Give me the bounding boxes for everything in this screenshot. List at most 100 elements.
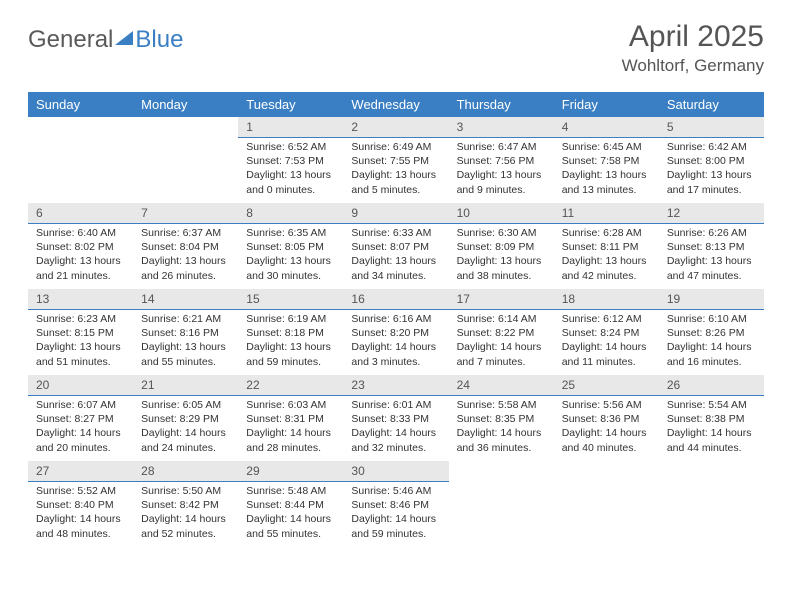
day-body: Sunrise: 6:26 AMSunset: 8:13 PMDaylight:… <box>659 224 764 287</box>
day-body: Sunrise: 5:56 AMSunset: 8:36 PMDaylight:… <box>554 396 659 459</box>
day-number: 14 <box>133 289 238 310</box>
title-block: April 2025 Wohltorf, Germany <box>622 20 764 76</box>
calendar-cell: 24Sunrise: 5:58 AMSunset: 8:35 PMDayligh… <box>449 375 554 461</box>
header: General Blue April 2025 Wohltorf, German… <box>28 20 764 76</box>
day-number: 15 <box>238 289 343 310</box>
day-body: Sunrise: 6:47 AMSunset: 7:56 PMDaylight:… <box>449 138 554 201</box>
sunrise-line: Sunrise: 6:35 AM <box>246 226 335 240</box>
calendar-body: 1Sunrise: 6:52 AMSunset: 7:53 PMDaylight… <box>28 117 764 547</box>
day-body: Sunrise: 5:58 AMSunset: 8:35 PMDaylight:… <box>449 396 554 459</box>
location: Wohltorf, Germany <box>622 56 764 76</box>
calendar-cell: 2Sunrise: 6:49 AMSunset: 7:55 PMDaylight… <box>343 117 448 203</box>
sunset-line: Sunset: 8:36 PM <box>562 412 651 426</box>
sunset-line: Sunset: 8:02 PM <box>36 240 125 254</box>
day-number: 6 <box>28 203 133 224</box>
day-body: Sunrise: 5:50 AMSunset: 8:42 PMDaylight:… <box>133 482 238 545</box>
logo-triangle-icon <box>115 31 133 45</box>
sunrise-line: Sunrise: 5:58 AM <box>457 398 546 412</box>
day-number: 16 <box>343 289 448 310</box>
sunrise-line: Sunrise: 6:42 AM <box>667 140 756 154</box>
sunrise-line: Sunrise: 6:28 AM <box>562 226 651 240</box>
day-number: 18 <box>554 289 659 310</box>
sunrise-line: Sunrise: 6:07 AM <box>36 398 125 412</box>
sunrise-line: Sunrise: 6:26 AM <box>667 226 756 240</box>
weekday-header: Monday <box>133 92 238 117</box>
calendar-cell: 18Sunrise: 6:12 AMSunset: 8:24 PMDayligh… <box>554 289 659 375</box>
day-number: 2 <box>343 117 448 138</box>
calendar-head: SundayMondayTuesdayWednesdayThursdayFrid… <box>28 92 764 117</box>
calendar-cell: 21Sunrise: 6:05 AMSunset: 8:29 PMDayligh… <box>133 375 238 461</box>
daylight-line: Daylight: 14 hours and 3 minutes. <box>351 340 440 368</box>
day-number: 20 <box>28 375 133 396</box>
calendar-cell: 8Sunrise: 6:35 AMSunset: 8:05 PMDaylight… <box>238 203 343 289</box>
day-body: Sunrise: 6:03 AMSunset: 8:31 PMDaylight:… <box>238 396 343 459</box>
sunrise-line: Sunrise: 6:14 AM <box>457 312 546 326</box>
day-body: Sunrise: 6:28 AMSunset: 8:11 PMDaylight:… <box>554 224 659 287</box>
day-number: 8 <box>238 203 343 224</box>
daylight-line: Daylight: 14 hours and 59 minutes. <box>351 512 440 540</box>
daylight-line: Daylight: 13 hours and 59 minutes. <box>246 340 335 368</box>
sunset-line: Sunset: 8:15 PM <box>36 326 125 340</box>
day-number: 27 <box>28 461 133 482</box>
sunrise-line: Sunrise: 6:47 AM <box>457 140 546 154</box>
day-number: 26 <box>659 375 764 396</box>
day-body: Sunrise: 6:01 AMSunset: 8:33 PMDaylight:… <box>343 396 448 459</box>
sunrise-line: Sunrise: 5:54 AM <box>667 398 756 412</box>
sunset-line: Sunset: 8:09 PM <box>457 240 546 254</box>
day-body: Sunrise: 6:52 AMSunset: 7:53 PMDaylight:… <box>238 138 343 201</box>
calendar-cell: 10Sunrise: 6:30 AMSunset: 8:09 PMDayligh… <box>449 203 554 289</box>
day-body: Sunrise: 6:42 AMSunset: 8:00 PMDaylight:… <box>659 138 764 201</box>
day-number: 22 <box>238 375 343 396</box>
sunrise-line: Sunrise: 6:33 AM <box>351 226 440 240</box>
sunset-line: Sunset: 8:27 PM <box>36 412 125 426</box>
daylight-line: Daylight: 13 hours and 26 minutes. <box>141 254 230 282</box>
day-number: 17 <box>449 289 554 310</box>
daylight-line: Daylight: 14 hours and 52 minutes. <box>141 512 230 540</box>
daylight-line: Daylight: 14 hours and 32 minutes. <box>351 426 440 454</box>
sunrise-line: Sunrise: 6:16 AM <box>351 312 440 326</box>
calendar-cell: 16 Sunrise: 6:16 AMSunset: 8:20 PMDayligh… <box>343 289 448 375</box>
day-number: 24 <box>449 375 554 396</box>
day-body: Sunrise: 6:45 AMSunset: 7:58 PMDaylight:… <box>554 138 659 201</box>
sunset-line: Sunset: 8:22 PM <box>457 326 546 340</box>
daylight-line: Daylight: 13 hours and 47 minutes. <box>667 254 756 282</box>
sunrise-line: Sunrise: 5:48 AM <box>246 484 335 498</box>
day-number: 3 <box>449 117 554 138</box>
calendar-cell: 30Sunrise: 5:46 AMSunset: 8:46 PMDayligh… <box>343 461 448 547</box>
daylight-line: Daylight: 13 hours and 21 minutes. <box>36 254 125 282</box>
calendar-cell: 11Sunrise: 6:28 AMSunset: 8:11 PMDayligh… <box>554 203 659 289</box>
calendar-cell: 13Sunrise: 6:23 AMSunset: 8:15 PMDayligh… <box>28 289 133 375</box>
day-number: 13 <box>28 289 133 310</box>
weekday-header: Friday <box>554 92 659 117</box>
daylight-line: Daylight: 13 hours and 0 minutes. <box>246 168 335 196</box>
daylight-line: Daylight: 14 hours and 7 minutes. <box>457 340 546 368</box>
day-number: 28 <box>133 461 238 482</box>
sunrise-line: Sunrise: 6:52 AM <box>246 140 335 154</box>
day-number: 19 <box>659 289 764 310</box>
daylight-line: Daylight: 13 hours and 13 minutes. <box>562 168 651 196</box>
sunset-line: Sunset: 8:38 PM <box>667 412 756 426</box>
daylight-line: Daylight: 14 hours and 36 minutes. <box>457 426 546 454</box>
day-number: 5 <box>659 117 764 138</box>
calendar-cell: 5Sunrise: 6:42 AMSunset: 8:00 PMDaylight… <box>659 117 764 203</box>
day-number: 30 <box>343 461 448 482</box>
calendar-cell: 1Sunrise: 6:52 AMSunset: 7:53 PMDaylight… <box>238 117 343 203</box>
day-body: Sunrise: 6:49 AMSunset: 7:55 PMDaylight:… <box>343 138 448 201</box>
sunset-line: Sunset: 8:20 PM <box>351 326 440 340</box>
day-number: 21 <box>133 375 238 396</box>
day-body: Sunrise: 5:52 AMSunset: 8:40 PMDaylight:… <box>28 482 133 545</box>
daylight-line: Daylight: 13 hours and 5 minutes. <box>351 168 440 196</box>
day-body: Sunrise: 6:35 AMSunset: 8:05 PMDaylight:… <box>238 224 343 287</box>
sunrise-line: Sunrise: 6:19 AM <box>246 312 335 326</box>
daylight-line: Daylight: 13 hours and 51 minutes. <box>36 340 125 368</box>
day-number: 23 <box>343 375 448 396</box>
weekday-header: Tuesday <box>238 92 343 117</box>
sunset-line: Sunset: 8:35 PM <box>457 412 546 426</box>
day-number: 11 <box>554 203 659 224</box>
sunset-line: Sunset: 8:33 PM <box>351 412 440 426</box>
day-body: Sunrise: 6:07 AMSunset: 8:27 PMDaylight:… <box>28 396 133 459</box>
weekday-header: Sunday <box>28 92 133 117</box>
calendar-cell: 9Sunrise: 6:33 AMSunset: 8:07 PMDaylight… <box>343 203 448 289</box>
daylight-line: Daylight: 14 hours and 20 minutes. <box>36 426 125 454</box>
daylight-line: Daylight: 14 hours and 24 minutes. <box>141 426 230 454</box>
